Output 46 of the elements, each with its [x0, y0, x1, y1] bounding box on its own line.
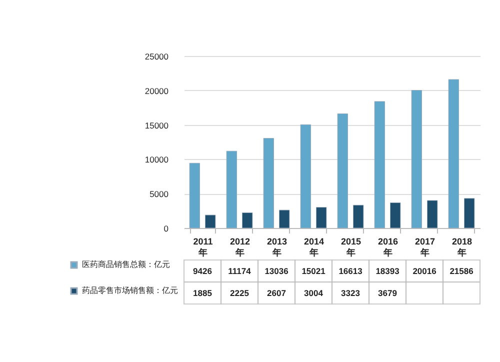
y-tick-label: 25000	[144, 52, 169, 62]
x-tick-label: 2018年	[452, 236, 472, 258]
bar	[374, 101, 386, 228]
bar	[204, 214, 216, 228]
y-tick-label: 10000	[144, 154, 169, 165]
data-label: 2225	[230, 288, 250, 298]
bar	[448, 79, 460, 228]
x-tick-label: 2011年	[193, 236, 213, 258]
x-tick-label: 2015年	[340, 236, 362, 258]
y-tick-label: 15000	[144, 120, 169, 130]
bar	[242, 212, 253, 228]
data-label: 21586	[450, 266, 474, 276]
data-label: 11174	[228, 266, 252, 276]
y-tick-label: 20000	[144, 86, 169, 96]
data-label: 3679	[378, 288, 398, 298]
bar	[390, 202, 401, 228]
x-tick-label: 2012年	[230, 236, 250, 258]
y-tick-label: 5000	[150, 189, 169, 200]
legend-label: 药品零售市场销售额：亿元	[82, 286, 178, 295]
bar	[300, 124, 312, 228]
bar	[464, 198, 475, 228]
data-label: 2607	[267, 288, 286, 298]
bar	[263, 138, 274, 228]
x-tick-label: 2013年	[266, 236, 288, 258]
bar	[316, 207, 327, 228]
data-label: 3004	[304, 288, 324, 298]
data-label: 16613	[338, 266, 363, 276]
data-label: 1885	[193, 288, 212, 298]
y-tick-label: 0	[164, 224, 169, 234]
bar	[337, 113, 348, 228]
bar	[352, 204, 364, 228]
data-label: 15021	[302, 266, 326, 276]
data-label: 20016	[412, 266, 437, 276]
data-label: 13036	[264, 266, 289, 276]
bar	[226, 150, 238, 228]
data-label: 18393	[376, 266, 400, 276]
x-tick-label: 2014年	[304, 236, 324, 258]
bar	[411, 90, 422, 228]
legend-label: 医药商品销售总额：亿元	[82, 260, 170, 269]
data-label: 9426	[193, 266, 212, 276]
x-tick-label: 2017年	[414, 236, 436, 258]
bar	[426, 200, 438, 228]
data-label: 3323	[341, 288, 360, 298]
x-tick-label: 2016年	[378, 236, 398, 258]
bar	[189, 162, 200, 228]
bar	[278, 210, 290, 228]
